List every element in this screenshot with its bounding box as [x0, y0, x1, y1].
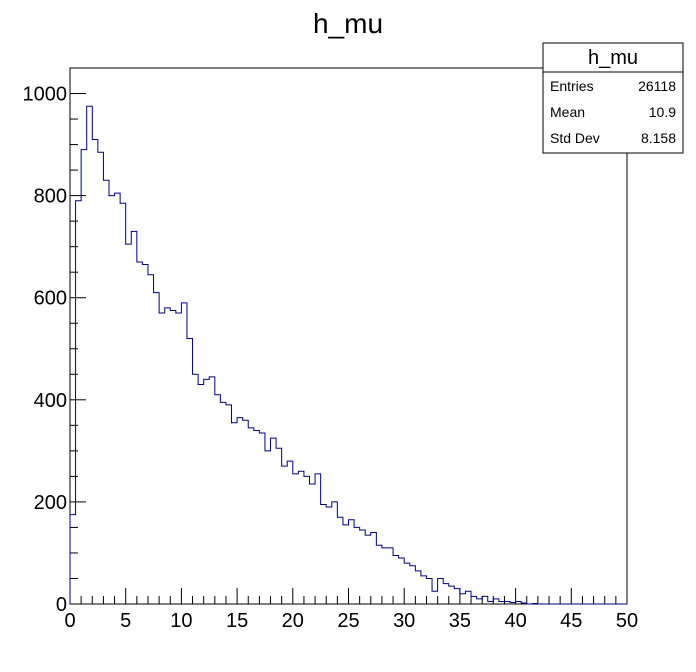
y-tick-label: 800 — [34, 186, 67, 208]
y-tick-label: 1000 — [23, 84, 68, 106]
y-axis-ticks: 0 200 400 600 800 1000 — [23, 84, 86, 616]
stats-mean-value: 10.9 — [649, 104, 676, 120]
x-tick-label: 30 — [393, 610, 415, 632]
y-tick-label: 400 — [34, 390, 67, 412]
x-tick-label: 50 — [616, 610, 638, 632]
y-tick-label: 600 — [34, 288, 67, 310]
x-tick-label: 35 — [449, 610, 471, 632]
x-axis-ticks: 0 5 10 15 20 25 30 35 40 45 50 — [64, 588, 638, 632]
x-tick-label: 40 — [504, 610, 526, 632]
stats-stddev-label: Std Dev — [550, 130, 600, 146]
x-tick-label: 45 — [560, 610, 582, 632]
histogram-line — [69, 105, 627, 605]
x-tick-label: 0 — [64, 610, 75, 632]
x-tick-label: 5 — [120, 610, 131, 632]
stats-box-title: h_mu — [588, 47, 638, 69]
stats-mean-label: Mean — [550, 104, 585, 120]
stats-entries-value: 26118 — [638, 78, 676, 94]
minor-ticks — [70, 67, 617, 604]
x-tick-label: 25 — [337, 610, 359, 632]
stats-entries-label: Entries — [550, 78, 594, 94]
stats-box: h_mu Entries 26118 Mean 10.9 Std Dev 8.1… — [542, 42, 684, 154]
y-tick-label: 0 — [56, 594, 67, 616]
chart-title: h_mu — [313, 8, 383, 39]
stats-stddev-value: 8.158 — [641, 130, 676, 146]
x-tick-label: 20 — [282, 610, 304, 632]
x-tick-label: 15 — [226, 610, 248, 632]
y-tick-label: 200 — [34, 492, 67, 514]
x-tick-label: 10 — [170, 610, 192, 632]
stats-box-frame — [542, 42, 684, 154]
